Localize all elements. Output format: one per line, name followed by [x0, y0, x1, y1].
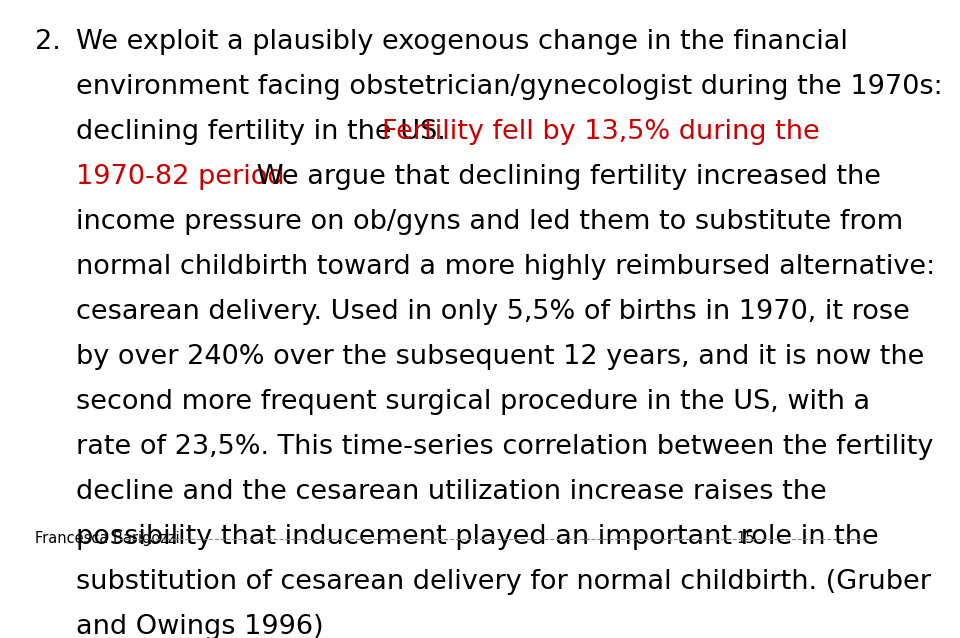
Text: 2.: 2.: [35, 29, 60, 55]
Text: declining fertility in the US.: declining fertility in the US.: [76, 119, 464, 145]
Text: We argue that declining fertility increased the: We argue that declining fertility increa…: [248, 164, 880, 190]
Text: and Owings 1996): and Owings 1996): [76, 614, 324, 638]
Text: rate of 23,5%. This time-series correlation between the fertility: rate of 23,5%. This time-series correlat…: [76, 434, 933, 460]
Text: Francesca Barigozzi: Francesca Barigozzi: [35, 531, 180, 546]
Text: cesarean delivery. Used in only 5,5% of births in 1970, it rose: cesarean delivery. Used in only 5,5% of …: [76, 299, 910, 325]
Text: Fertility fell by 13,5% during the: Fertility fell by 13,5% during the: [382, 119, 820, 145]
Text: possibility that inducement played an important role in the: possibility that inducement played an im…: [76, 524, 879, 550]
Text: by over 240% over the subsequent 12 years, and it is now the: by over 240% over the subsequent 12 year…: [76, 344, 924, 370]
Text: income pressure on ob/gyns and led them to substitute from: income pressure on ob/gyns and led them …: [76, 209, 903, 235]
Text: 15: 15: [736, 531, 755, 546]
Text: substitution of cesarean delivery for normal childbirth. (Gruber: substitution of cesarean delivery for no…: [76, 569, 931, 595]
Text: 1970-82 period.: 1970-82 period.: [76, 164, 294, 190]
Text: normal childbirth toward a more highly reimbursed alternative:: normal childbirth toward a more highly r…: [76, 254, 935, 280]
Text: environment facing obstetrician/gynecologist during the 1970s:: environment facing obstetrician/gynecolo…: [76, 74, 943, 100]
Text: decline and the cesarean utilization increase raises the: decline and the cesarean utilization inc…: [76, 479, 827, 505]
Text: We exploit a plausibly exogenous change in the financial: We exploit a plausibly exogenous change …: [76, 29, 848, 55]
Text: second more frequent surgical procedure in the US, with a: second more frequent surgical procedure …: [76, 389, 871, 415]
